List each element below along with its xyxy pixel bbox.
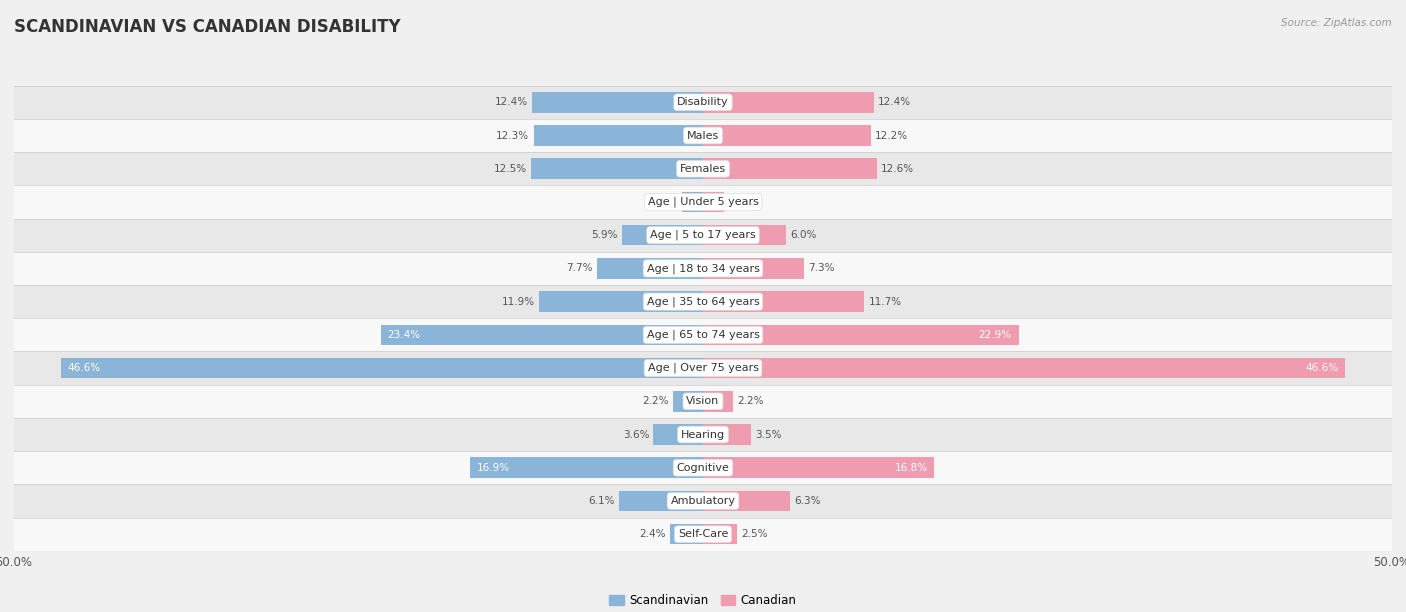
Bar <box>703 258 804 278</box>
Bar <box>531 159 703 179</box>
Text: 7.7%: 7.7% <box>567 263 593 274</box>
Bar <box>654 424 703 445</box>
Text: 2.4%: 2.4% <box>640 529 666 539</box>
Text: 22.9%: 22.9% <box>979 330 1012 340</box>
Text: Age | Over 75 years: Age | Over 75 years <box>648 363 758 373</box>
Bar <box>703 159 876 179</box>
Text: 23.4%: 23.4% <box>388 330 420 340</box>
Bar <box>682 192 703 212</box>
Bar <box>14 285 1392 318</box>
Bar <box>14 252 1392 285</box>
Text: Males: Males <box>688 130 718 141</box>
Text: Self-Care: Self-Care <box>678 529 728 539</box>
Text: Age | 65 to 74 years: Age | 65 to 74 years <box>647 330 759 340</box>
Bar <box>703 92 875 113</box>
Bar <box>538 291 703 312</box>
Text: 12.2%: 12.2% <box>875 130 908 141</box>
Bar <box>703 291 865 312</box>
Bar <box>14 119 1392 152</box>
Bar <box>672 391 703 412</box>
Text: 6.1%: 6.1% <box>588 496 614 506</box>
Bar <box>14 451 1392 484</box>
Bar <box>14 385 1392 418</box>
Bar <box>14 185 1392 218</box>
Text: 3.6%: 3.6% <box>623 430 650 439</box>
Text: 12.4%: 12.4% <box>495 97 529 107</box>
Bar <box>60 358 703 378</box>
Text: 6.3%: 6.3% <box>794 496 821 506</box>
Bar <box>14 484 1392 518</box>
Bar <box>703 358 1346 378</box>
Text: 6.0%: 6.0% <box>790 230 815 240</box>
Text: 12.3%: 12.3% <box>496 130 530 141</box>
Bar <box>14 518 1392 551</box>
Bar <box>703 491 790 511</box>
Bar <box>14 351 1392 385</box>
Text: Age | Under 5 years: Age | Under 5 years <box>648 196 758 207</box>
Text: 46.6%: 46.6% <box>67 363 101 373</box>
Text: 1.5%: 1.5% <box>652 197 678 207</box>
Bar <box>703 457 935 478</box>
Legend: Scandinavian, Canadian: Scandinavian, Canadian <box>605 589 801 612</box>
Bar <box>703 225 786 245</box>
Bar <box>703 391 734 412</box>
Text: Ambulatory: Ambulatory <box>671 496 735 506</box>
Text: Vision: Vision <box>686 397 720 406</box>
Text: 3.5%: 3.5% <box>755 430 782 439</box>
Bar <box>14 152 1392 185</box>
Text: 11.9%: 11.9% <box>502 297 534 307</box>
Bar <box>703 324 1018 345</box>
Text: Females: Females <box>681 164 725 174</box>
Bar <box>703 125 872 146</box>
Bar <box>598 258 703 278</box>
Bar <box>14 318 1392 351</box>
Bar <box>669 524 703 545</box>
Text: Cognitive: Cognitive <box>676 463 730 472</box>
Text: 16.8%: 16.8% <box>894 463 928 472</box>
Text: Age | 18 to 34 years: Age | 18 to 34 years <box>647 263 759 274</box>
Bar <box>703 524 738 545</box>
Bar <box>619 491 703 511</box>
Text: 12.4%: 12.4% <box>877 97 911 107</box>
Bar <box>14 418 1392 451</box>
Text: Age | 35 to 64 years: Age | 35 to 64 years <box>647 296 759 307</box>
Text: Age | 5 to 17 years: Age | 5 to 17 years <box>650 230 756 241</box>
Text: Hearing: Hearing <box>681 430 725 439</box>
Text: 2.5%: 2.5% <box>741 529 768 539</box>
Text: 16.9%: 16.9% <box>477 463 510 472</box>
Bar <box>381 324 703 345</box>
Bar <box>470 457 703 478</box>
Bar <box>531 92 703 113</box>
Bar <box>14 218 1392 252</box>
Bar <box>703 424 751 445</box>
Text: 5.9%: 5.9% <box>591 230 617 240</box>
Text: SCANDINAVIAN VS CANADIAN DISABILITY: SCANDINAVIAN VS CANADIAN DISABILITY <box>14 18 401 36</box>
Bar <box>533 125 703 146</box>
Text: Disability: Disability <box>678 97 728 107</box>
Text: 2.2%: 2.2% <box>738 397 763 406</box>
Text: Source: ZipAtlas.com: Source: ZipAtlas.com <box>1281 18 1392 28</box>
Bar <box>14 86 1392 119</box>
Bar <box>621 225 703 245</box>
Text: 2.2%: 2.2% <box>643 397 669 406</box>
Text: 11.7%: 11.7% <box>869 297 901 307</box>
Text: 12.6%: 12.6% <box>880 164 914 174</box>
Text: 46.6%: 46.6% <box>1305 363 1339 373</box>
Text: 1.5%: 1.5% <box>728 197 754 207</box>
Text: 7.3%: 7.3% <box>807 263 834 274</box>
Bar <box>703 192 724 212</box>
Text: 12.5%: 12.5% <box>494 164 527 174</box>
